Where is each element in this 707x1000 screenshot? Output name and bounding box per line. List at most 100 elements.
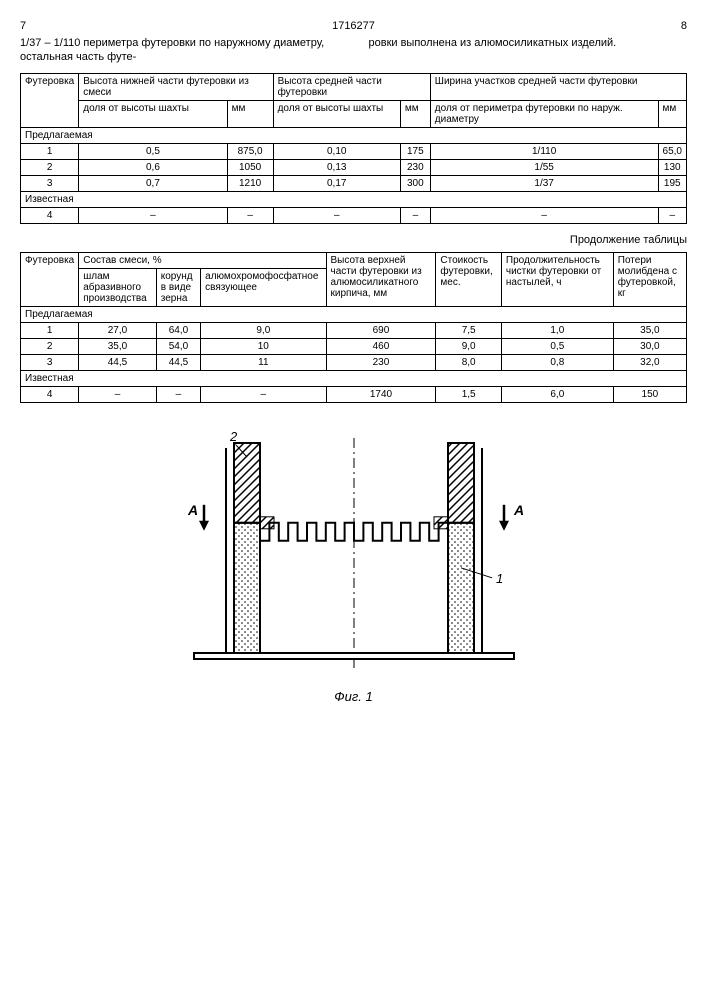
- table-2: Футеровка Состав смеси, % Высота верхней…: [20, 252, 687, 403]
- cell: 1210: [227, 175, 273, 191]
- table-row: 235,054,0104609,00,530,0: [21, 338, 687, 354]
- doc-number: 1716277: [332, 20, 375, 32]
- t2-h-c4: Продолжительность чистки футеровки от на…: [501, 252, 613, 306]
- table-row: Предлагаемая: [21, 306, 687, 322]
- cell: 30,0: [613, 338, 686, 354]
- cell: 1050: [227, 159, 273, 175]
- cell: –: [156, 386, 200, 402]
- cell: –: [227, 207, 273, 223]
- cell: 9,0: [436, 338, 501, 354]
- figure-caption: Фиг. 1: [20, 689, 687, 704]
- table-row: Предлагаемая: [21, 127, 687, 143]
- group-label: Предлагаемая: [21, 127, 687, 143]
- t2-h-c3: Стоикость футеровки, мес.: [436, 252, 501, 306]
- page-num-right: 8: [681, 20, 687, 32]
- t1-h-c3: Ширина участков средней части футеровки: [430, 73, 686, 100]
- cell: 0,5: [501, 338, 613, 354]
- t1-sh-1a: доля от высоты шахты: [79, 100, 227, 127]
- cell: 690: [326, 322, 436, 338]
- t2-h-c2: Высота верхней части футеровки из алюмос…: [326, 252, 436, 306]
- group-label: Известная: [21, 370, 687, 386]
- row-label: 2: [21, 159, 79, 175]
- table-continuation: Продолжение таблицы: [20, 234, 687, 246]
- table-row: 4–––17401,56,0150: [21, 386, 687, 402]
- cell: 230: [326, 354, 436, 370]
- cell: 35,0: [79, 338, 157, 354]
- cell: 130: [658, 159, 687, 175]
- para-left: 1/37 – 1/110 периметра футеровки по нару…: [20, 36, 339, 65]
- cell: 8,0: [436, 354, 501, 370]
- cell: 0,13: [273, 159, 400, 175]
- cell: 7,5: [436, 322, 501, 338]
- t1-h-c0: Футеровка: [21, 73, 79, 127]
- cell: 1/55: [430, 159, 658, 175]
- table-row: Известная: [21, 191, 687, 207]
- cell: 0,7: [79, 175, 227, 191]
- cell: 1/37: [430, 175, 658, 191]
- cell: 65,0: [658, 143, 687, 159]
- cell: 1/110: [430, 143, 658, 159]
- cell: 44,5: [156, 354, 200, 370]
- table-row: 10,5875,00,101751/11065,0: [21, 143, 687, 159]
- t1-sh-1b: мм: [227, 100, 273, 127]
- t1-h-c2: Высота средней части футеровки: [273, 73, 430, 100]
- t2-sh-1b: корунд в виде зерна: [156, 268, 200, 306]
- cell: –: [79, 207, 227, 223]
- cell: 0,6: [79, 159, 227, 175]
- t1-sh-2b: мм: [400, 100, 430, 127]
- cell: 0,5: [79, 143, 227, 159]
- table-row: Известная: [21, 370, 687, 386]
- cell: –: [658, 207, 687, 223]
- row-label: 4: [21, 207, 79, 223]
- figure-svg: AA21: [144, 423, 564, 683]
- t1-h-c1: Высота нижней части футеровки из смеси: [79, 73, 273, 100]
- cell: 300: [400, 175, 430, 191]
- table-row: 20,610500,132301/55130: [21, 159, 687, 175]
- para-right: ровки выполнена из алюмосиликатных издел…: [369, 36, 688, 65]
- svg-text:1: 1: [496, 570, 503, 585]
- page-num-left: 7: [20, 20, 26, 32]
- t1-sh-3a: доля от периметра футеровки по наруж. ди…: [430, 100, 658, 127]
- cell: 460: [326, 338, 436, 354]
- row-label: 3: [21, 354, 79, 370]
- cell: 6,0: [501, 386, 613, 402]
- cell: 44,5: [79, 354, 157, 370]
- t2-h-c5: Потери молибдена с футеровкой, кг: [613, 252, 686, 306]
- t2-sh-1a: шлам абразивного производства: [79, 268, 157, 306]
- cell: 0,10: [273, 143, 400, 159]
- cell: 9,0: [201, 322, 326, 338]
- cell: 875,0: [227, 143, 273, 159]
- cell: 175: [400, 143, 430, 159]
- cell: 230: [400, 159, 430, 175]
- cell: 195: [658, 175, 687, 191]
- table-row: 30,712100,173001/37195: [21, 175, 687, 191]
- svg-text:A: A: [513, 501, 524, 517]
- cell: –: [400, 207, 430, 223]
- row-label: 1: [21, 322, 79, 338]
- page-header: 7 1716277 8: [20, 20, 687, 32]
- t1-sh-2a: доля от высоты шахты: [273, 100, 400, 127]
- t2-sh-1c: алюмохромофосфатное связующее: [201, 268, 326, 306]
- cell: 0,17: [273, 175, 400, 191]
- table-1: Футеровка Высота нижней части футеровки …: [20, 73, 687, 224]
- table-row: 344,544,5112308,00,832,0: [21, 354, 687, 370]
- cell: 32,0: [613, 354, 686, 370]
- t2-h-c0: Футеровка: [21, 252, 79, 306]
- cell: –: [201, 386, 326, 402]
- cell: 54,0: [156, 338, 200, 354]
- table-row: 127,064,09,06907,51,035,0: [21, 322, 687, 338]
- table-row: 4––––––: [21, 207, 687, 223]
- cell: 150: [613, 386, 686, 402]
- row-label: 1: [21, 143, 79, 159]
- group-label: Известная: [21, 191, 687, 207]
- cell: 1,0: [501, 322, 613, 338]
- svg-text:A: A: [187, 501, 198, 517]
- t1-sh-3b: мм: [658, 100, 687, 127]
- row-label: 3: [21, 175, 79, 191]
- cell: 1740: [326, 386, 436, 402]
- cell: –: [79, 386, 157, 402]
- cell: –: [430, 207, 658, 223]
- t2-h-c1: Состав смеси, %: [79, 252, 326, 268]
- intro-paragraph: 1/37 – 1/110 периметра футеровки по нару…: [20, 36, 687, 65]
- cell: 10: [201, 338, 326, 354]
